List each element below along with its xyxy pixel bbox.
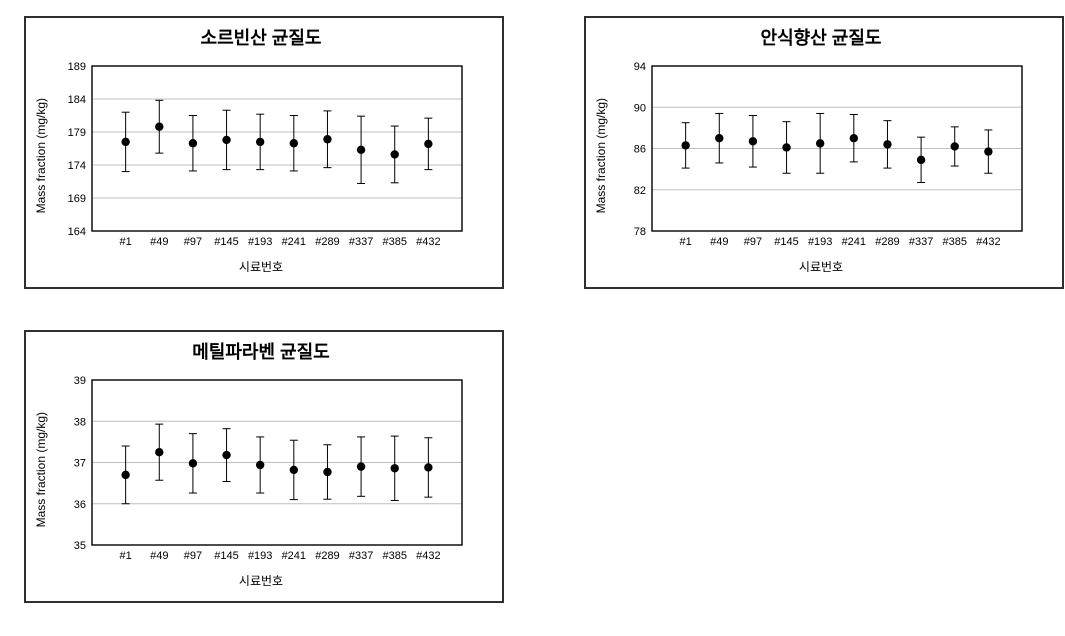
- x-tick-label: #145: [214, 550, 238, 562]
- data-point: [424, 463, 432, 471]
- x-tick-label: #145: [774, 236, 798, 248]
- chart-title: 안식향산 균질도: [594, 24, 1048, 50]
- x-tick-label: #145: [214, 236, 238, 248]
- data-point: [816, 139, 824, 147]
- data-point: [917, 156, 925, 164]
- data-point: [951, 142, 959, 150]
- x-tick-label: #432: [976, 236, 1000, 248]
- x-axis-label: 시료번호: [594, 258, 1048, 275]
- x-tick-label: #385: [382, 236, 406, 248]
- x-tick-label: #49: [710, 236, 728, 248]
- x-tick-label: #1: [120, 550, 132, 562]
- x-tick-label: #241: [842, 236, 866, 248]
- data-point: [323, 135, 331, 143]
- x-tick-label: #49: [150, 550, 168, 562]
- x-tick-label: #97: [184, 550, 202, 562]
- data-point: [222, 136, 230, 144]
- data-point: [681, 141, 689, 149]
- chart-panel-sorbic: 소르빈산 균질도 Mass fraction (mg/kg) 164 169 174 17…: [24, 16, 504, 289]
- y-axis-label: Mass fraction (mg/kg): [594, 98, 608, 213]
- data-point: [256, 138, 264, 146]
- x-tick-label: #193: [808, 236, 832, 248]
- x-tick-label: #49: [150, 236, 168, 248]
- y-tick-label: 86: [634, 144, 646, 156]
- data-point: [391, 150, 399, 158]
- data-point: [323, 468, 331, 476]
- y-tick-label: 90: [634, 102, 646, 114]
- x-tick-label: #385: [942, 236, 966, 248]
- x-tick-label: #432: [416, 236, 440, 248]
- data-point: [121, 138, 129, 146]
- y-tick-label: 174: [68, 160, 86, 172]
- chart-title: 메틸파라벤 균질도: [34, 338, 488, 364]
- x-tick-label: #1: [120, 236, 132, 248]
- x-tick-label: #97: [744, 236, 762, 248]
- data-point: [121, 471, 129, 479]
- chart-svg: 35 36 37 38 39 #1 #49 #97 #145 #193 #241 #289 #337 #3…: [52, 370, 472, 570]
- chart-panel-benzoic: 안식향산 균질도 Mass fraction (mg/kg) 78 82 86 90 94 #…: [584, 16, 1064, 289]
- x-tick-label: #432: [416, 550, 440, 562]
- y-axis-label: Mass fraction (mg/kg): [34, 412, 48, 527]
- data-point: [290, 466, 298, 474]
- data-point: [357, 462, 365, 470]
- x-tick-label: #289: [315, 236, 339, 248]
- y-tick-label: 38: [74, 416, 86, 428]
- data-point: [189, 139, 197, 147]
- x-tick-label: #289: [875, 236, 899, 248]
- y-axis-label: Mass fraction (mg/kg): [34, 98, 48, 213]
- data-point: [256, 461, 264, 469]
- x-tick-label: #241: [282, 550, 306, 562]
- data-point: [883, 140, 891, 148]
- x-tick-label: #337: [349, 236, 373, 248]
- y-tick-label: 36: [74, 499, 86, 511]
- y-tick-label: 78: [634, 226, 646, 238]
- data-point: [715, 134, 723, 142]
- data-point: [424, 140, 432, 148]
- data-point: [222, 451, 230, 459]
- x-tick-label: #97: [184, 236, 202, 248]
- chart-title: 소르빈산 균질도: [34, 24, 488, 50]
- x-tick-label: #337: [909, 236, 933, 248]
- data-point: [357, 146, 365, 154]
- y-tick-label: 184: [68, 94, 86, 106]
- data-point: [189, 459, 197, 467]
- chart-panel-methylparaben: 메틸파라벤 균질도 Mass fraction (mg/kg) 35 36 37 38 39…: [24, 330, 504, 603]
- data-point: [984, 147, 992, 155]
- y-tick-label: 35: [74, 540, 86, 552]
- x-tick-label: #337: [349, 550, 373, 562]
- y-tick-label: 169: [68, 193, 86, 205]
- x-axis-label: 시료번호: [34, 572, 488, 589]
- data-point: [391, 464, 399, 472]
- chart-svg: 164 169 174 179 184 189 #1 #49 #97 #145 #193 #241 #2…: [52, 56, 472, 256]
- data-point: [782, 143, 790, 151]
- y-tick-label: 164: [68, 226, 86, 238]
- x-axis-label: 시료번호: [34, 258, 488, 275]
- y-tick-label: 189: [68, 61, 86, 73]
- y-tick-label: 39: [74, 375, 86, 387]
- data-point: [290, 139, 298, 147]
- x-tick-label: #289: [315, 550, 339, 562]
- data-point: [749, 137, 757, 145]
- x-tick-label: #193: [248, 236, 272, 248]
- data-point: [155, 123, 163, 131]
- y-tick-label: 179: [68, 127, 86, 139]
- y-tick-label: 82: [634, 185, 646, 197]
- x-tick-label: #193: [248, 550, 272, 562]
- chart-svg: 78 82 86 90 94 #1 #49 #97 #145 #193 #241 #289 #337 #3…: [612, 56, 1032, 256]
- y-tick-label: 37: [74, 458, 86, 470]
- x-tick-label: #1: [680, 236, 692, 248]
- data-point: [850, 134, 858, 142]
- plot-area: [92, 66, 462, 231]
- x-tick-label: #385: [382, 550, 406, 562]
- y-tick-label: 94: [634, 61, 646, 73]
- data-point: [155, 448, 163, 456]
- x-tick-label: #241: [282, 236, 306, 248]
